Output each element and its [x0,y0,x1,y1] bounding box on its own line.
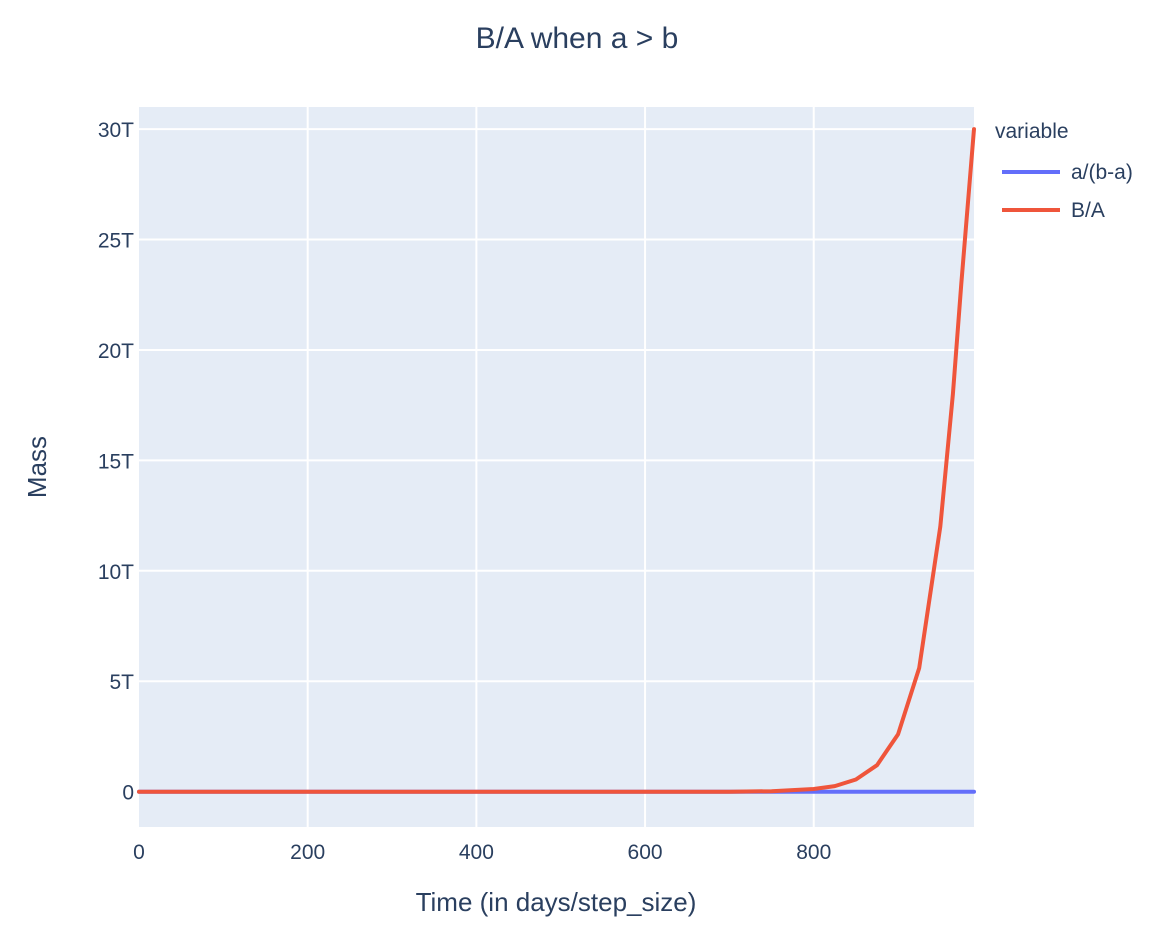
x-axis-title: Time (in days/step_size) [416,887,697,917]
x-tick-label: 800 [796,841,831,864]
legend-title: variable [995,120,1069,143]
y-tick-label: 20T [98,340,134,363]
chart-title: B/A when a > b [476,22,679,55]
tick-labels: 0 200 400 600 800 0 5T 10T 15T 20T 25T 30T [98,119,831,864]
legend-label: a/(b-a) [1071,161,1133,184]
y-tick-label: 5T [109,671,134,694]
x-tick-label: 600 [628,841,663,864]
series-line-1[interactable] [137,127,976,794]
y-tick-label: 15T [98,450,134,473]
legend-item[interactable]: B/A [1002,199,1105,222]
plot-area [139,107,974,827]
x-tick-label: 400 [459,841,494,864]
legend-item[interactable]: a/(b-a) [1002,161,1133,184]
y-tick-label: 10T [98,561,134,584]
y-tick-label: 0 [122,782,134,805]
y-tick-label: 30T [98,119,134,142]
y-axis-title: Mass [22,436,52,498]
x-tick-label: 200 [290,841,325,864]
y-tick-label: 25T [98,230,134,253]
series-lines [137,127,976,794]
x-tick-label: 0 [133,841,145,864]
legend-label: B/A [1071,199,1105,222]
legend[interactable]: variable a/(b-a) B/A [995,120,1133,222]
